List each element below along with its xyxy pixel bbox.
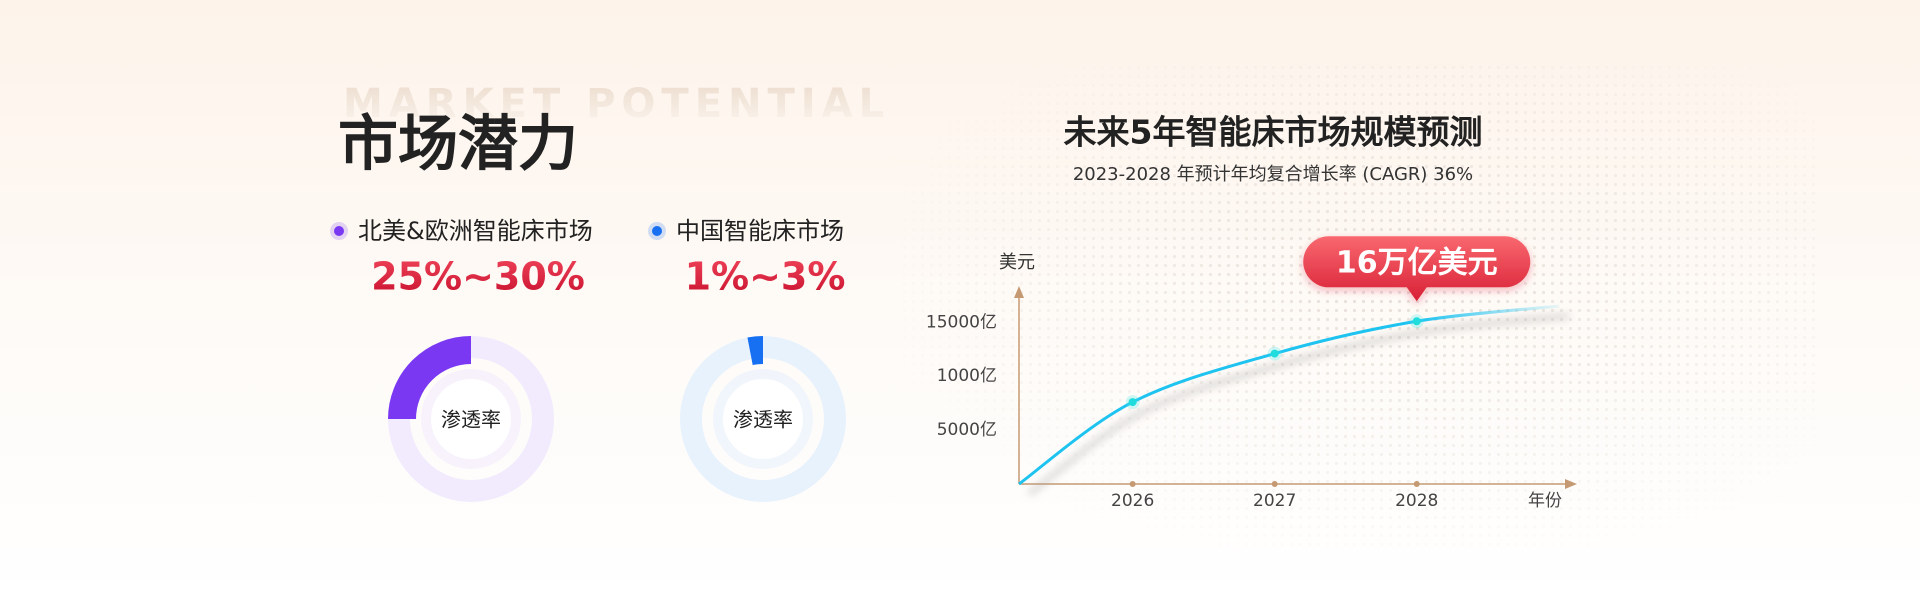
- x-tick-mark: [1129, 481, 1136, 487]
- x-tick-label: 2027: [1253, 491, 1296, 511]
- legend-label: 北美&欧洲智能床市场: [358, 217, 593, 245]
- callout-text: 16万亿美元: [1336, 245, 1498, 280]
- y-axis-label: 美元: [999, 252, 1035, 273]
- callout-box: [1303, 236, 1531, 302]
- range-label: 1%~3%: [685, 255, 846, 299]
- x-axis-arrow: [1565, 479, 1577, 489]
- x-axis-label: 年份: [1528, 491, 1562, 511]
- point: [1270, 349, 1279, 358]
- x-tick-label: 2026: [1111, 491, 1154, 511]
- donut-center-label: 渗透率: [733, 408, 793, 432]
- line-shadow: [1027, 313, 1570, 497]
- point: [1128, 398, 1137, 407]
- chart-subtitle: 2023-2028 年预计年均复合增长率 (CAGR) 36%: [1073, 164, 1473, 185]
- x-tick-mark: [1413, 481, 1420, 487]
- y-tick-label: 15000亿: [926, 312, 997, 332]
- legend-label: 中国智能床市场: [676, 217, 844, 245]
- donut-center: [723, 379, 803, 459]
- y-tick-label: 5000亿: [937, 420, 997, 440]
- donut-arc: [747, 336, 764, 366]
- y-tick-label: 1000亿: [937, 366, 997, 386]
- x-tick-mark: [1271, 481, 1278, 487]
- world-map-dots: [900, 60, 1820, 550]
- y-axis-arrow: [1014, 286, 1024, 298]
- range-label: 25%~30%: [371, 255, 585, 299]
- donut-arc: [388, 336, 472, 420]
- chart-title: 未来5年智能床市场规模预测: [1064, 113, 1483, 152]
- donut-center-label: 渗透率: [441, 408, 501, 432]
- watermark: MARKET POTENTIAL: [343, 81, 890, 127]
- legend-dot: [652, 226, 662, 236]
- point: [1412, 317, 1421, 326]
- x-tick-label: 2028: [1395, 491, 1438, 511]
- section-title: 市场潜力: [338, 110, 578, 180]
- legend-dot: [334, 226, 344, 236]
- donut-center: [431, 379, 511, 459]
